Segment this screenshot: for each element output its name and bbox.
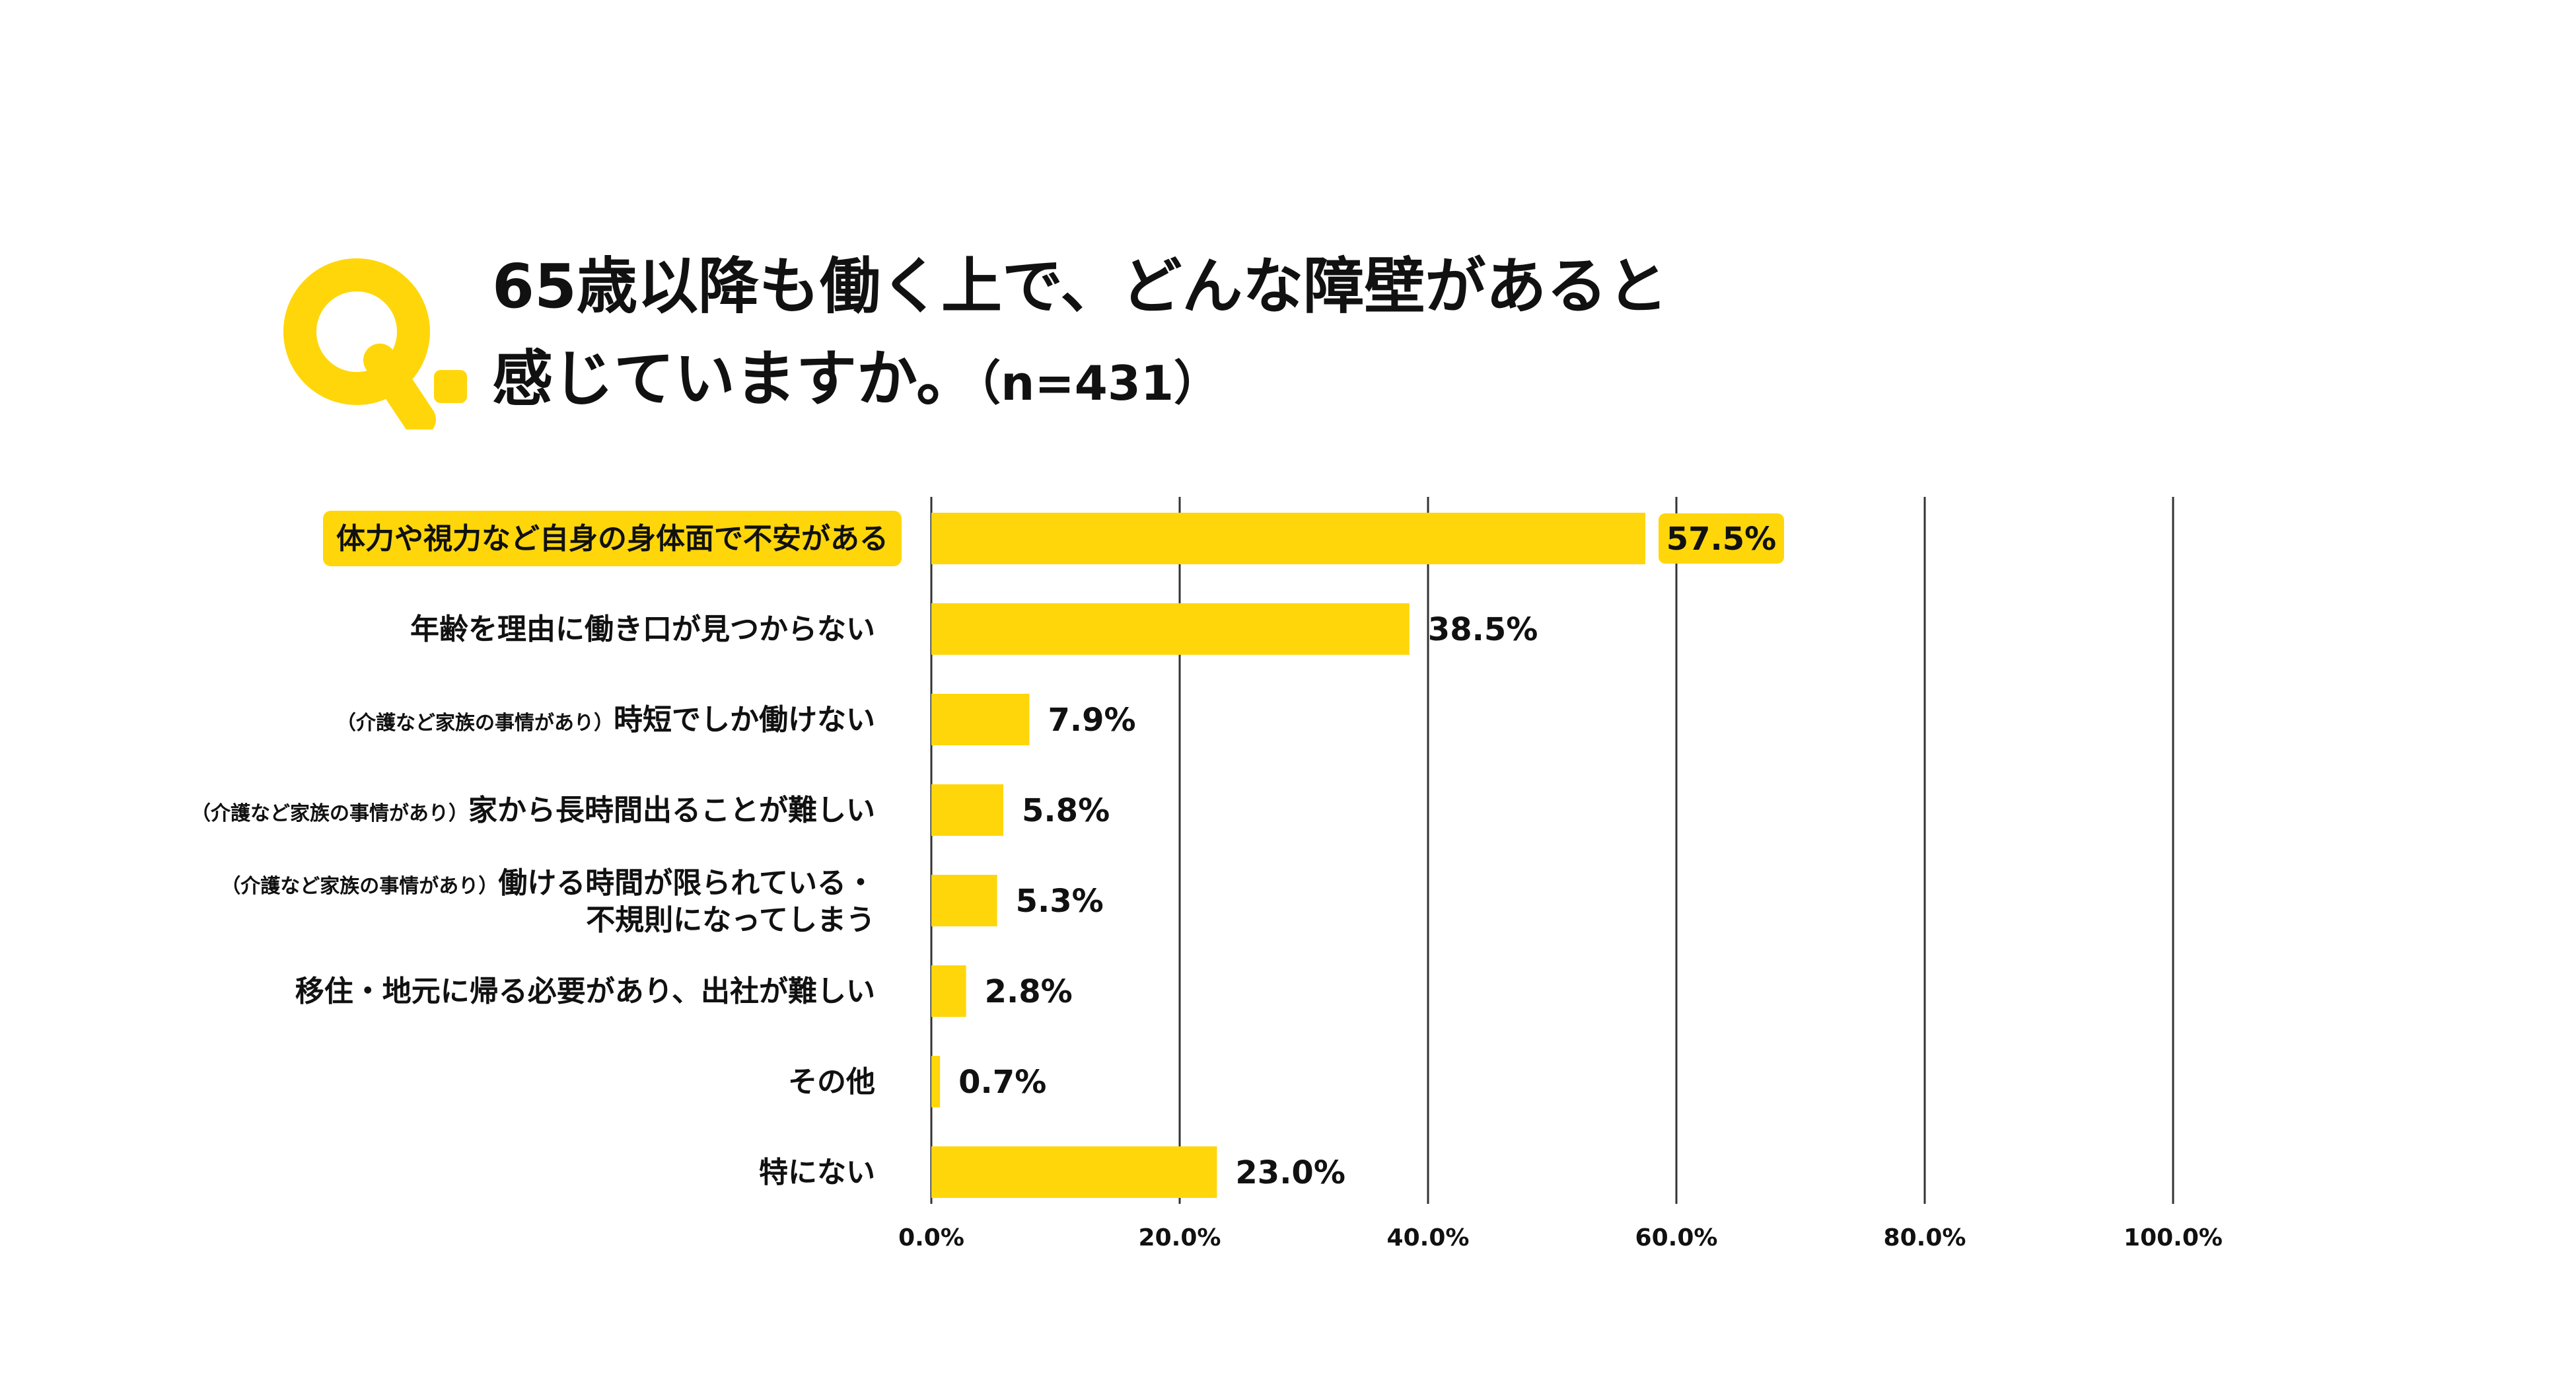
chart-title-line-1: 65歳以降も働く上で、どんな障壁があると	[492, 251, 1668, 322]
x-tick-label: 80.0%	[1884, 1224, 1966, 1251]
bar	[931, 1146, 1217, 1198]
category-label: その他	[788, 1065, 875, 1099]
bar	[931, 784, 1004, 836]
value-label: 57.5%	[1666, 521, 1777, 558]
bar	[931, 694, 1030, 745]
bar	[931, 1056, 941, 1107]
bar	[931, 875, 997, 926]
value-label: 7.9%	[1048, 702, 1136, 739]
x-tick-label: 60.0%	[1635, 1224, 1718, 1251]
chart-title-line-2-text: 感じていますか。	[492, 344, 978, 414]
value-label: 0.7%	[958, 1064, 1046, 1101]
value-label-highlight	[1659, 513, 1784, 564]
chart-title-line-2: 感じていますか。（n=431）	[492, 349, 1221, 410]
value-label: 5.8%	[1022, 792, 1110, 829]
sample-size-label: （n=431）	[977, 355, 1222, 411]
x-tick-label: 0.0%	[898, 1224, 964, 1251]
value-label: 2.8%	[985, 973, 1073, 1010]
bar	[931, 513, 1645, 564]
category-label: （介護など家族の事情があり）時短でしか働けない	[336, 703, 875, 737]
q-mark-icon	[283, 258, 467, 429]
category-label: 特にない	[759, 1156, 875, 1189]
bar	[931, 965, 966, 1017]
value-label: 38.5%	[1428, 611, 1538, 648]
category-label: 年齢を理由に働き口が見つからない	[410, 613, 875, 646]
value-label: 23.0%	[1235, 1154, 1345, 1191]
x-tick-label: 20.0%	[1139, 1224, 1221, 1251]
x-tick-label: 100.0%	[2124, 1224, 2223, 1251]
category-label: （介護など家族の事情があり）働ける時間が限られている・	[221, 866, 875, 900]
category-label: 体力や視力など自身の身体面で不安がある	[336, 522, 888, 556]
bar	[931, 603, 1410, 655]
category-label: 移住・地元に帰る必要があり、出社が難しい	[295, 975, 875, 1008]
category-label: （介護など家族の事情があり）家から長時間出ることが難しい	[191, 794, 875, 827]
x-tick-label: 40.0%	[1387, 1224, 1470, 1251]
category-label-highlight	[323, 511, 902, 566]
category-label-line-2: 不規則になってしまう	[586, 903, 875, 937]
value-label: 5.3%	[1016, 883, 1104, 920]
